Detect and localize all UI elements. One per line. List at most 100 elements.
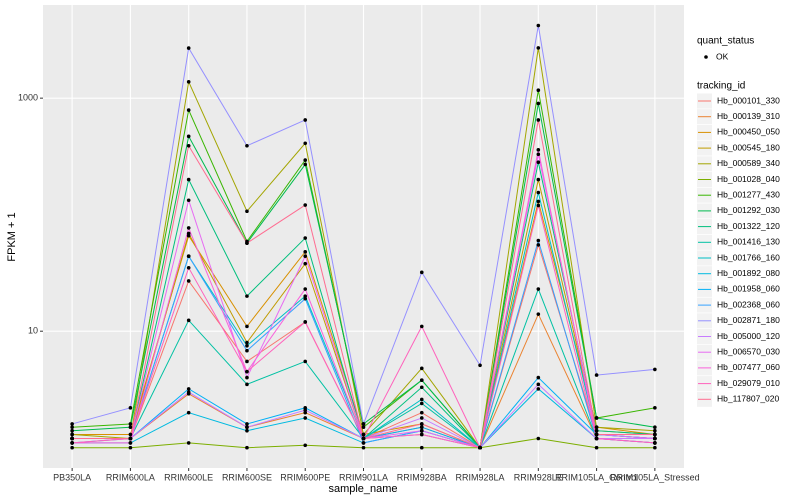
point	[419, 397, 424, 402]
y-axis-label: FPKM + 1	[6, 212, 18, 261]
legend-label: Hb_001416_130	[717, 237, 780, 247]
point	[419, 366, 424, 371]
point	[245, 241, 249, 245]
point	[245, 343, 249, 348]
point	[536, 375, 541, 380]
point	[536, 312, 541, 316]
point	[536, 287, 541, 291]
x-tick-label: RRIM600LE	[164, 472, 213, 482]
x-tick-label: RRIM928BA	[397, 472, 447, 482]
point	[478, 445, 482, 450]
point	[419, 428, 424, 433]
x-tick-label: RRIM105LA_Stressed	[610, 472, 700, 482]
point	[70, 425, 74, 430]
point	[653, 367, 657, 372]
x-tick-label: RRIM928LE	[514, 472, 563, 482]
point	[653, 425, 657, 430]
point	[245, 143, 249, 148]
point	[186, 387, 191, 391]
point	[303, 158, 308, 162]
legend-label: Hb_006570_030	[717, 346, 780, 356]
legend-label: Hb_000101_330	[717, 95, 780, 105]
point	[536, 243, 541, 247]
point	[478, 363, 482, 368]
point	[361, 445, 366, 450]
point	[245, 382, 249, 387]
legend-label: Hb_002871_180	[717, 315, 780, 325]
x-tick-label: RRIM901LA	[339, 472, 388, 482]
point	[419, 432, 424, 437]
point	[419, 425, 424, 430]
point	[303, 203, 308, 207]
point	[361, 436, 366, 441]
x-tick-label: RRIM600PE	[280, 472, 330, 482]
point	[186, 134, 191, 139]
point	[303, 162, 308, 167]
point	[536, 148, 541, 152]
point	[536, 23, 541, 28]
point	[653, 441, 657, 445]
point	[536, 177, 541, 182]
point	[70, 441, 74, 445]
point	[186, 441, 191, 445]
x-tick-label: RRIM600LA	[106, 472, 155, 482]
point	[419, 378, 424, 382]
point	[128, 425, 133, 430]
point	[186, 46, 191, 50]
point	[361, 441, 366, 445]
point	[653, 432, 657, 437]
point	[419, 324, 424, 329]
point	[303, 320, 308, 324]
legend-label: Hb_002368_060	[717, 299, 780, 309]
point	[653, 428, 657, 433]
x-axis-label: sample_name	[328, 483, 397, 495]
legend-label: Hb_001292_030	[717, 205, 780, 215]
x-tick-label: RRIM105LA_Control	[555, 472, 638, 482]
point	[303, 296, 308, 301]
point	[186, 198, 191, 203]
point	[419, 410, 424, 415]
point	[303, 294, 308, 298]
point	[128, 436, 133, 441]
point	[186, 177, 191, 182]
legend-label: Hb_001958_060	[717, 284, 780, 294]
point	[245, 340, 249, 345]
legend-label: Hb_117807_020	[717, 394, 780, 404]
point	[653, 436, 657, 441]
point	[186, 143, 191, 148]
point	[536, 387, 541, 391]
x-tick-label: RRIM928LA	[456, 472, 505, 482]
legend-label: OK	[716, 51, 729, 61]
legend-label: Hb_000589_340	[717, 158, 780, 168]
point	[70, 432, 74, 437]
y-tick-label: 10	[28, 326, 38, 336]
point	[536, 382, 541, 387]
point	[245, 369, 249, 374]
legend-label: Hb_029079_010	[717, 378, 780, 388]
point	[186, 279, 191, 283]
point	[245, 294, 249, 298]
legend-label: Hb_005000_120	[717, 331, 780, 341]
point	[419, 445, 424, 450]
point	[186, 410, 191, 415]
legend-label: Hb_001028_040	[717, 174, 780, 184]
point	[303, 250, 308, 254]
point	[536, 46, 541, 50]
point	[594, 373, 599, 377]
point	[303, 236, 308, 240]
legend-symbol	[704, 55, 708, 59]
point	[70, 428, 74, 433]
point	[303, 416, 308, 420]
point	[245, 425, 249, 430]
legend-label: Hb_007477_060	[717, 362, 780, 372]
point	[245, 209, 249, 214]
point	[361, 422, 366, 426]
legend-label: Hb_000139_310	[717, 111, 780, 121]
point	[186, 318, 191, 323]
legend-label: Hb_001322_120	[717, 221, 780, 231]
point	[361, 432, 366, 437]
point	[303, 443, 308, 448]
point	[536, 190, 541, 195]
point	[303, 287, 308, 291]
